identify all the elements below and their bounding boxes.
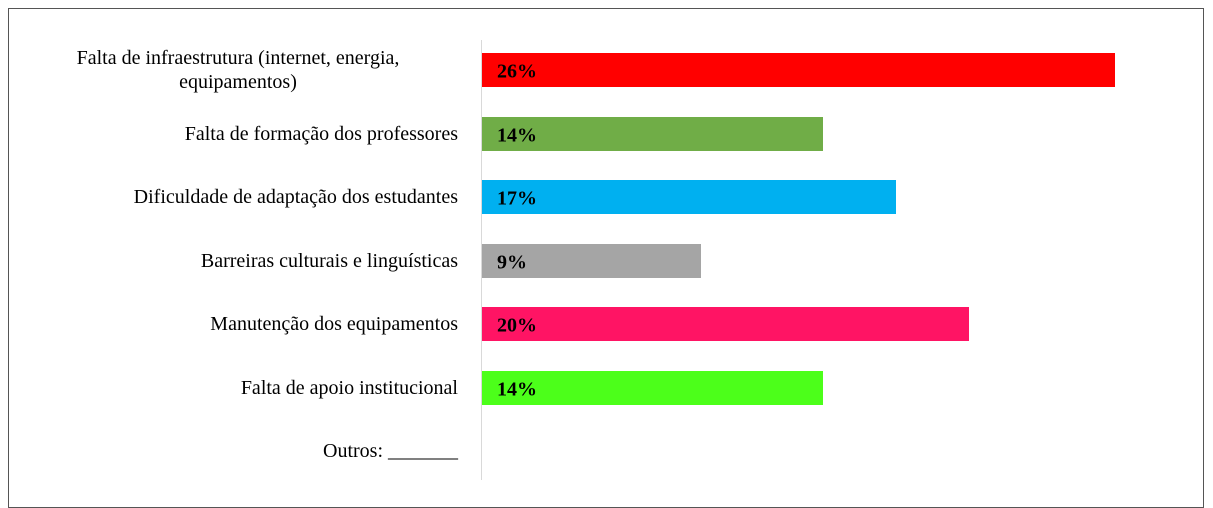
value-label: 17%: [497, 187, 537, 210]
bar: [482, 307, 969, 341]
value-label: 26%: [497, 60, 537, 83]
bar: [482, 116, 823, 151]
bar: [482, 53, 1115, 87]
category-label: Falta de formação dos professores: [184, 122, 458, 145]
bar: [482, 370, 823, 405]
category-label: Manutenção dos equipamentos: [210, 313, 458, 335]
value-label: 20%: [497, 314, 537, 337]
category-label: Falta de infraestrutura (internet, energ…: [76, 47, 400, 93]
category-label: Falta de apoio institucional: [240, 376, 458, 399]
value-label: 14%: [497, 378, 537, 400]
bar: [482, 243, 702, 278]
category-label: Dificuldade de adaptação dos estudantes: [133, 186, 458, 208]
value-label: 14%: [497, 124, 537, 146]
category-label: Barreiras culturais e linguísticas: [200, 249, 458, 272]
bar: [482, 180, 896, 214]
value-label: 9%: [497, 251, 527, 273]
category-label: Outros: _______: [323, 440, 458, 462]
category-axis: [481, 40, 482, 480]
